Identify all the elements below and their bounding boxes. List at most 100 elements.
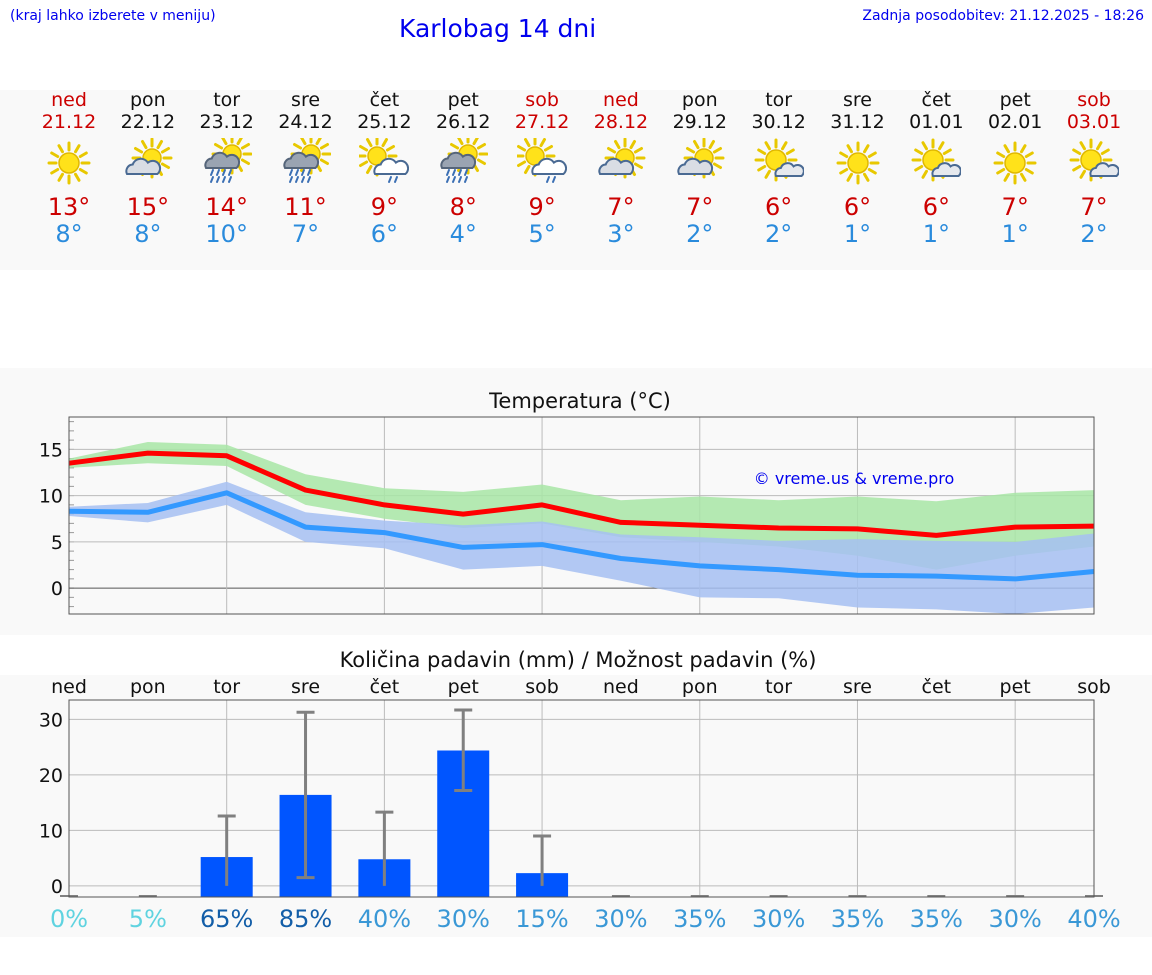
day-name: pet bbox=[999, 89, 1031, 111]
y-tick-label: 15 bbox=[39, 439, 63, 461]
x-day-label: sob bbox=[525, 676, 559, 698]
temp-min: 1° bbox=[922, 220, 950, 248]
temp-max: 6° bbox=[765, 193, 793, 221]
min-temp-band bbox=[69, 481, 1094, 614]
sun-small-cloud-icon bbox=[1054, 138, 1134, 188]
precip-probability: 30% bbox=[752, 905, 805, 933]
day-name: sob bbox=[525, 89, 559, 111]
x-day-label: pet bbox=[1000, 676, 1031, 698]
sun-cloud-icon bbox=[581, 138, 661, 188]
temp-min: 3° bbox=[607, 220, 635, 248]
temp-max: 8° bbox=[449, 193, 477, 221]
precip-probability: 35% bbox=[831, 905, 884, 933]
precip-probability: 35% bbox=[673, 905, 726, 933]
day-name: čet bbox=[921, 89, 952, 111]
precip-probability: 35% bbox=[910, 905, 963, 933]
day-column: ned 28.12 7° 3° bbox=[581, 90, 661, 248]
day-column: sre 31.12 6° 1° bbox=[818, 90, 898, 248]
y-tick-label: 10 bbox=[39, 486, 63, 508]
precip-probability: 65% bbox=[200, 905, 253, 933]
day-date: 02.01 bbox=[987, 111, 1043, 133]
temp-min: 2° bbox=[1080, 220, 1108, 248]
temp-min: 8° bbox=[55, 220, 83, 248]
page-title: Karlobag 14 dni bbox=[399, 14, 597, 43]
temp-plot-frame bbox=[68, 416, 1095, 615]
sun-cloud-rain-icon bbox=[344, 138, 424, 188]
day-column: sob 27.12 9° 5° bbox=[502, 90, 582, 248]
day-column: čet 25.12 9° 6° bbox=[344, 90, 424, 248]
precip-probability: 85% bbox=[279, 905, 332, 933]
day-name: pon bbox=[681, 89, 718, 111]
x-day-label: tor bbox=[765, 676, 792, 698]
x-day-label: sre bbox=[843, 676, 872, 698]
day-column: pet 02.01 7° 1° bbox=[975, 90, 1055, 248]
sun-icon bbox=[818, 138, 898, 188]
x-day-label: čet bbox=[370, 676, 400, 698]
day-column: sre 24.12 11° 7° bbox=[266, 90, 346, 248]
day-column: tor 30.12 6° 2° bbox=[739, 90, 819, 248]
precip-probability: 30% bbox=[437, 905, 490, 933]
precip-probability: 40% bbox=[358, 905, 411, 933]
day-column: pon 29.12 7° 2° bbox=[660, 90, 740, 248]
sun-small-cloud-icon bbox=[896, 138, 976, 188]
day-date: 29.12 bbox=[672, 111, 727, 133]
x-day-label: čet bbox=[922, 676, 952, 698]
temp-min: 7° bbox=[291, 220, 320, 248]
precip-probability: 15% bbox=[515, 905, 568, 933]
y-tick-label: 30 bbox=[39, 709, 63, 731]
precip-probability: 30% bbox=[988, 905, 1041, 933]
temp-chart-title: Temperatura (°C) bbox=[488, 389, 671, 413]
temp-max: 15° bbox=[126, 193, 170, 221]
day-date: 27.12 bbox=[514, 111, 570, 133]
day-date: 03.01 bbox=[1066, 111, 1122, 133]
forecast-strip bbox=[0, 90, 1152, 270]
day-date: 22.12 bbox=[120, 111, 176, 133]
temp-min: 8° bbox=[134, 220, 162, 248]
precip-probability: 40% bbox=[1067, 905, 1120, 933]
y-tick-label: 20 bbox=[39, 765, 63, 787]
day-name: pet bbox=[447, 89, 479, 111]
precip-probability: 5% bbox=[129, 905, 167, 933]
location-hint[interactable]: (kraj lahko izberete v meniju) bbox=[10, 8, 216, 24]
x-day-label: pon bbox=[130, 676, 166, 698]
day-date: 25.12 bbox=[357, 111, 412, 133]
last-update: Zadnja posodobitev: 21.12.2025 - 18:26 bbox=[862, 8, 1144, 24]
x-day-label: pet bbox=[448, 676, 479, 698]
sun-cloud-heavy-rain-icon bbox=[266, 138, 346, 188]
x-day-label: pon bbox=[682, 676, 718, 698]
precip-chart-title: Količina padavin (mm) / Možnost padavin … bbox=[340, 648, 817, 672]
x-day-label: sre bbox=[291, 676, 320, 698]
day-date: 01.01 bbox=[909, 111, 964, 133]
temp-min: 5° bbox=[528, 220, 556, 248]
day-date: 24.12 bbox=[278, 111, 333, 133]
min-temp-line bbox=[68, 490, 1095, 582]
temp-max: 11° bbox=[284, 193, 327, 221]
sun-icon bbox=[975, 138, 1055, 188]
day-date: 28.12 bbox=[593, 111, 649, 133]
temp-max: 7° bbox=[686, 193, 714, 221]
temp-max: 13° bbox=[47, 193, 91, 221]
temp-max: 7° bbox=[1080, 193, 1108, 221]
precip-probability: 30% bbox=[594, 905, 647, 933]
day-column: pon 22.12 15° 8° bbox=[108, 90, 188, 248]
day-name: tor bbox=[213, 89, 241, 111]
temp-min: 4° bbox=[449, 220, 477, 248]
temp-max: 6° bbox=[922, 193, 950, 221]
precip-plot-frame bbox=[68, 699, 1095, 898]
sun-cloud-icon bbox=[108, 138, 188, 188]
temp-max: 14° bbox=[205, 193, 248, 221]
x-day-label: ned bbox=[603, 676, 639, 698]
day-column: ned 21.12 13° 8° bbox=[29, 90, 109, 248]
sun-cloud-rain-icon bbox=[502, 138, 582, 188]
y-tick-label: 10 bbox=[39, 820, 63, 842]
sun-cloud-heavy-rain-icon bbox=[423, 138, 503, 188]
temp-max: 9° bbox=[528, 193, 556, 221]
temp-max: 9° bbox=[370, 193, 399, 221]
day-name: pon bbox=[129, 89, 166, 111]
y-tick-label: 0 bbox=[51, 876, 63, 898]
x-day-label: sob bbox=[1077, 676, 1111, 698]
day-name: ned bbox=[51, 89, 87, 111]
precip-probability: 0% bbox=[50, 905, 88, 933]
day-name: čet bbox=[369, 89, 400, 111]
